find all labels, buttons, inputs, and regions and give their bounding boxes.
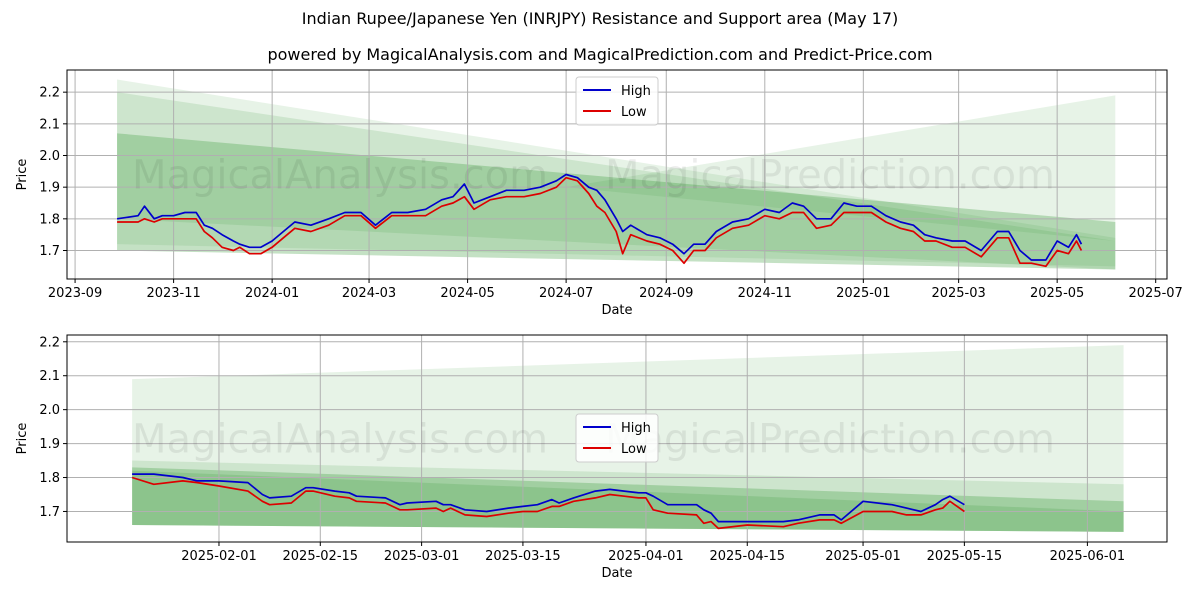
bottom-legend-label-high: High xyxy=(621,421,651,436)
top-xtick-label: 2025-01 xyxy=(836,286,890,301)
top-xtick-label: 2024-01 xyxy=(245,286,299,301)
top-band-3 xyxy=(566,95,1116,241)
top-watermark-analysis: MagicalAnalysis.com xyxy=(132,153,548,199)
bottom-ytick-label: 1.8 xyxy=(39,471,60,486)
top-xtick-label: 2024-03 xyxy=(342,286,396,301)
top-legend-label-high: High xyxy=(621,84,651,99)
bottom-xtick-label: 2025-03-15 xyxy=(485,549,561,564)
bottom-watermark-analysis: MagicalAnalysis.com xyxy=(132,417,548,463)
top-ytick-label: 2.0 xyxy=(39,149,60,164)
top-xlabel: Date xyxy=(601,303,632,318)
bottom-band-2 xyxy=(132,467,1124,532)
bottom-xtick-label: 2025-04-15 xyxy=(709,549,785,564)
top-ytick-label: 1.7 xyxy=(39,244,60,259)
top-xtick-label: 2023-09 xyxy=(48,286,102,301)
top-xtick-label: 2024-09 xyxy=(639,286,693,301)
top-ylabel: Price xyxy=(15,159,30,191)
top-series-low xyxy=(117,176,1083,268)
bottom-ylabel: Price xyxy=(15,423,30,455)
top-xtick-label: 2023-11 xyxy=(146,286,200,301)
top-xtick-label: 2025-05 xyxy=(1030,286,1084,301)
bottom-ytick-label: 1.7 xyxy=(39,505,60,520)
bottom-xtick-label: 2025-03-01 xyxy=(384,549,460,564)
bottom-xtick-label: 2025-04-01 xyxy=(608,549,684,564)
bottom-xtick-label: 2025-02-15 xyxy=(283,549,359,564)
bottom-series-high xyxy=(132,473,965,523)
top-xtick-label: 2025-03 xyxy=(931,286,985,301)
bottom-xtick-label: 2025-05-01 xyxy=(825,549,901,564)
bottom-xtick-label: 2025-05-15 xyxy=(927,549,1003,564)
bottom-ytick-label: 2.2 xyxy=(39,335,60,350)
top-ytick-label: 1.9 xyxy=(39,181,60,196)
top-xtick-label: 2025-07 xyxy=(1129,286,1183,301)
bottom-ytick-label: 2.0 xyxy=(39,403,60,418)
chart-subtitle: powered by MagicalAnalysis.com and Magic… xyxy=(267,45,933,64)
top-frame xyxy=(66,69,1168,280)
top-ytick-label: 2.1 xyxy=(39,117,60,132)
top-ytick-label: 1.8 xyxy=(39,212,60,227)
top-ytick-label: 2.2 xyxy=(39,86,60,101)
bottom-xtick-label: 2025-06-01 xyxy=(1050,549,1126,564)
top-band-2 xyxy=(117,133,1116,270)
bottom-xtick-label: 2025-02-01 xyxy=(181,549,257,564)
bottom-ytick-label: 2.1 xyxy=(39,369,60,384)
bottom-frame xyxy=(66,334,1168,543)
top-legend-label-low: Low xyxy=(621,105,647,120)
top-band-1 xyxy=(117,92,1116,270)
bottom-watermark-prediction: MagicalPrediction.com xyxy=(605,417,1055,463)
top-xtick-label: 2024-05 xyxy=(440,286,494,301)
bottom-series-low xyxy=(131,476,965,530)
chart-title: Indian Rupee/Japanese Yen (INRJPY) Resis… xyxy=(301,9,899,28)
bottom-ytick-label: 1.9 xyxy=(39,437,60,452)
bottom-legend-label-low: Low xyxy=(621,442,647,457)
top-xtick-label: 2024-11 xyxy=(738,286,792,301)
top-series-high xyxy=(116,173,1083,261)
chart-top-svg: 1.7 1.8 1.9 2.0 2.1 2.2 2023-09 2023-11 2024-01 2… xyxy=(15,69,1183,318)
bottom-xlabel: Date xyxy=(601,566,632,581)
top-watermark-prediction: MagicalPrediction.com xyxy=(605,153,1055,199)
bottom-band-3 xyxy=(132,470,1124,532)
top-xtick-label: 2024-07 xyxy=(539,286,593,301)
